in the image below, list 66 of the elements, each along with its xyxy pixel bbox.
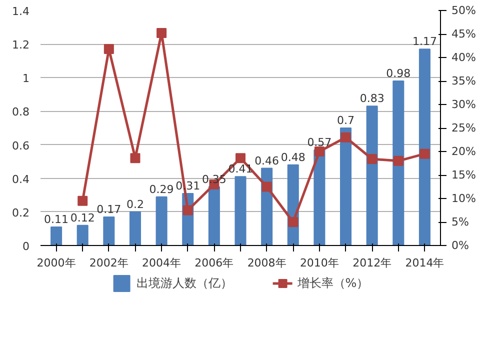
x-tick-label: 2004年 (142, 256, 182, 270)
point (367, 154, 378, 164)
x-tick-label: 2000年 (36, 256, 76, 270)
x-tick-label: 2010年 (300, 256, 339, 270)
y2-tick-label: 5% (452, 216, 469, 228)
y-tick-label: 0.4 (12, 172, 30, 186)
y2-tick-label: 10% (452, 192, 476, 205)
x-tick-label: 2002年 (89, 256, 128, 270)
data-label: 0.11 (44, 213, 69, 226)
y2-tick-label: 50% (452, 4, 476, 17)
y-tick-label: 0.6 (12, 139, 30, 152)
y2-tick-label: 20% (452, 145, 476, 158)
bar (418, 48, 430, 246)
y2-tick-label: 15% (452, 168, 476, 182)
bar (234, 176, 246, 246)
point (262, 182, 272, 192)
point (78, 196, 88, 206)
bar (208, 186, 220, 246)
point (236, 153, 246, 164)
point (393, 156, 404, 166)
y2-tick-label: 35% (452, 74, 476, 88)
data-label: 0.48 (280, 150, 306, 164)
bar (340, 128, 352, 246)
x-tick-label: 2012年 (352, 256, 392, 270)
bar (50, 226, 62, 246)
bar (314, 149, 326, 246)
x-tick-label: 2008年 (247, 256, 286, 270)
data-label: 0.57 (307, 136, 332, 149)
y-tick-label: 1 (22, 72, 30, 86)
y2-tick-label: 45% (452, 28, 476, 40)
x-tick-label: 2006年 (194, 256, 234, 270)
legend-label: 增长率（%） (297, 274, 369, 292)
point (104, 44, 114, 54)
bar (392, 80, 404, 246)
data-label: 0.7 (337, 114, 355, 127)
data-label: 0.2 (126, 198, 144, 211)
y-tick-label: 0.8 (12, 106, 30, 119)
x-tick-label: 2014年 (405, 256, 444, 270)
data-label: 0.29 (149, 182, 174, 196)
point (420, 148, 430, 159)
bar (156, 196, 168, 246)
bar (366, 106, 378, 246)
y-tick-label: 1.4 (12, 5, 30, 18)
point (340, 132, 351, 142)
y-tick-label: 1.2 (12, 38, 30, 52)
y2-tick-label: 25% (452, 122, 476, 134)
data-label: 0.12 (70, 211, 95, 224)
point (288, 217, 298, 227)
data-label: 0.83 (360, 92, 384, 106)
point (130, 153, 140, 164)
point (314, 146, 324, 156)
y2-tick-label: 40% (452, 51, 476, 64)
y2-tick-label: 0% (452, 239, 469, 252)
bar (129, 211, 141, 246)
data-label: 0.98 (386, 67, 411, 80)
bar (76, 224, 88, 246)
point (156, 28, 167, 38)
legend-label: 出境游人数（亿） (136, 274, 232, 292)
bar (103, 216, 115, 246)
data-label: 0.17 (96, 202, 122, 216)
y2-tick-label: 30% (452, 98, 476, 111)
point (182, 205, 193, 216)
y-tick-label: 0 (22, 240, 30, 253)
data-label: 0.46 (254, 154, 280, 168)
y-tick-label: 0.2 (12, 206, 30, 220)
data-label: 1.17 (412, 35, 437, 48)
